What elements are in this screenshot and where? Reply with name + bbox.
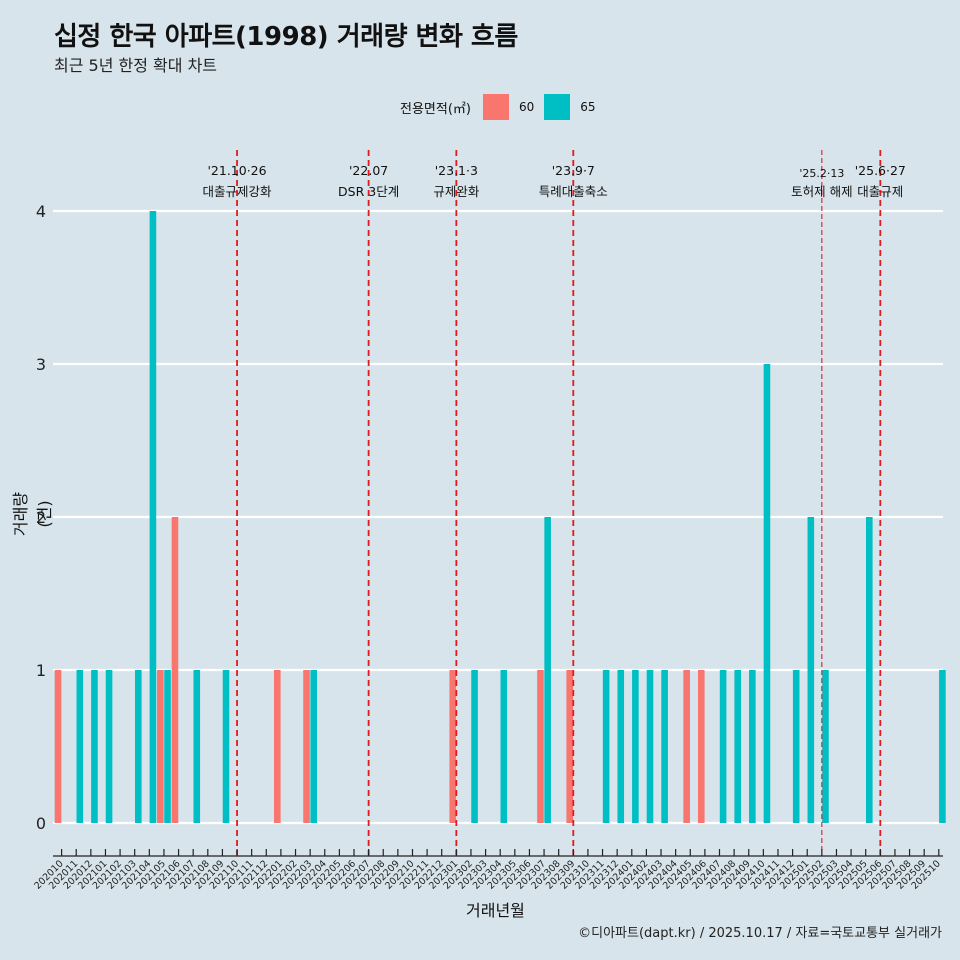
bar-60-202309 bbox=[566, 670, 573, 823]
bar-65-202502 bbox=[822, 670, 829, 823]
bar-65-202203 bbox=[310, 670, 318, 823]
bar-60-202203 bbox=[303, 670, 310, 823]
event-date-label: '25.6·27 bbox=[855, 163, 906, 178]
event-date-label: '22.07 bbox=[349, 163, 388, 178]
bar-65-202011 bbox=[76, 670, 84, 823]
bar-65-202302 bbox=[471, 670, 478, 823]
bar-65-202510 bbox=[939, 670, 946, 823]
event-name-label: 규제완화 bbox=[433, 184, 480, 199]
y-tick-label: 1 bbox=[36, 661, 46, 680]
event-name-label: DSR 3단계 bbox=[338, 184, 399, 199]
event-date-label: '23.9·7 bbox=[552, 163, 595, 178]
event-name-label: 특례대출축소 bbox=[539, 184, 608, 199]
bar-65-202410 bbox=[763, 364, 771, 823]
bar-60-202105 bbox=[157, 670, 164, 823]
bar-65-202101 bbox=[105, 670, 113, 823]
bar-65-202307 bbox=[544, 517, 551, 823]
bar-65-202105 bbox=[164, 670, 171, 823]
bar-65-202412 bbox=[792, 670, 800, 823]
bar-60-202301 bbox=[449, 670, 457, 823]
bar-60-202406 bbox=[697, 670, 705, 823]
bar-60-202307 bbox=[537, 670, 544, 823]
bar-65-202012 bbox=[91, 670, 98, 823]
legend: 전용면적(㎡) 60 65 bbox=[400, 94, 606, 120]
bar-65-202304 bbox=[500, 670, 508, 823]
bar-60-202010 bbox=[54, 670, 62, 823]
bar-65-202107 bbox=[193, 670, 201, 823]
bar-65-202403 bbox=[661, 670, 668, 823]
event-name-label: 토허제 해제 bbox=[791, 184, 852, 199]
legend-swatch-65 bbox=[544, 94, 571, 120]
chart-subtitle: 최근 5년 한정 확대 차트 bbox=[54, 56, 218, 75]
bar-65-202103 bbox=[135, 670, 142, 823]
event-date-label: '25.2·13 bbox=[799, 167, 844, 180]
bar-60-202405 bbox=[683, 670, 690, 823]
chart-title: 십정 한국 아파트(1998) 거래량 변화 흐름 bbox=[54, 22, 518, 52]
legend-swatch-60 bbox=[482, 94, 509, 120]
bar-65-202109 bbox=[222, 670, 230, 823]
bar-65-202312 bbox=[617, 670, 625, 823]
bar-65-202407 bbox=[719, 670, 727, 823]
event-name-label: 대출규제강화 bbox=[203, 184, 273, 199]
bar-65-202505 bbox=[866, 517, 873, 823]
legend-label-60: 60 bbox=[518, 100, 535, 114]
y-tick-label: 3 bbox=[36, 355, 46, 374]
y-axis-title: 거래량(건) bbox=[11, 491, 54, 537]
y-tick-label: 4 bbox=[36, 202, 46, 221]
bar-65-202408 bbox=[734, 670, 742, 823]
source-caption: ©디아파트(dapt.kr) / 2025.10.17 / 자료=국토교통부 실… bbox=[578, 926, 942, 941]
bar-65-202311 bbox=[602, 670, 610, 823]
x-axis-title: 거래년월 bbox=[466, 901, 525, 920]
bar-65-202501 bbox=[807, 517, 815, 823]
bar-65-202402 bbox=[646, 670, 654, 823]
y-tick-label: 0 bbox=[36, 814, 46, 833]
bar-60-202106 bbox=[171, 517, 179, 823]
bar-65-202104 bbox=[149, 211, 157, 823]
legend-title: 전용면적(㎡) bbox=[400, 101, 471, 117]
event-date-label: '23.1·3 bbox=[435, 163, 478, 178]
y-tick-label: 2 bbox=[36, 508, 46, 527]
legend-label-65: 65 bbox=[580, 100, 596, 114]
bar-65-202401 bbox=[632, 670, 639, 823]
event-name-label: 대출규제 bbox=[857, 184, 903, 199]
event-date-label: '21.10·26 bbox=[207, 163, 266, 178]
bar-60-202201 bbox=[274, 670, 281, 823]
bar-65-202409 bbox=[749, 670, 756, 823]
